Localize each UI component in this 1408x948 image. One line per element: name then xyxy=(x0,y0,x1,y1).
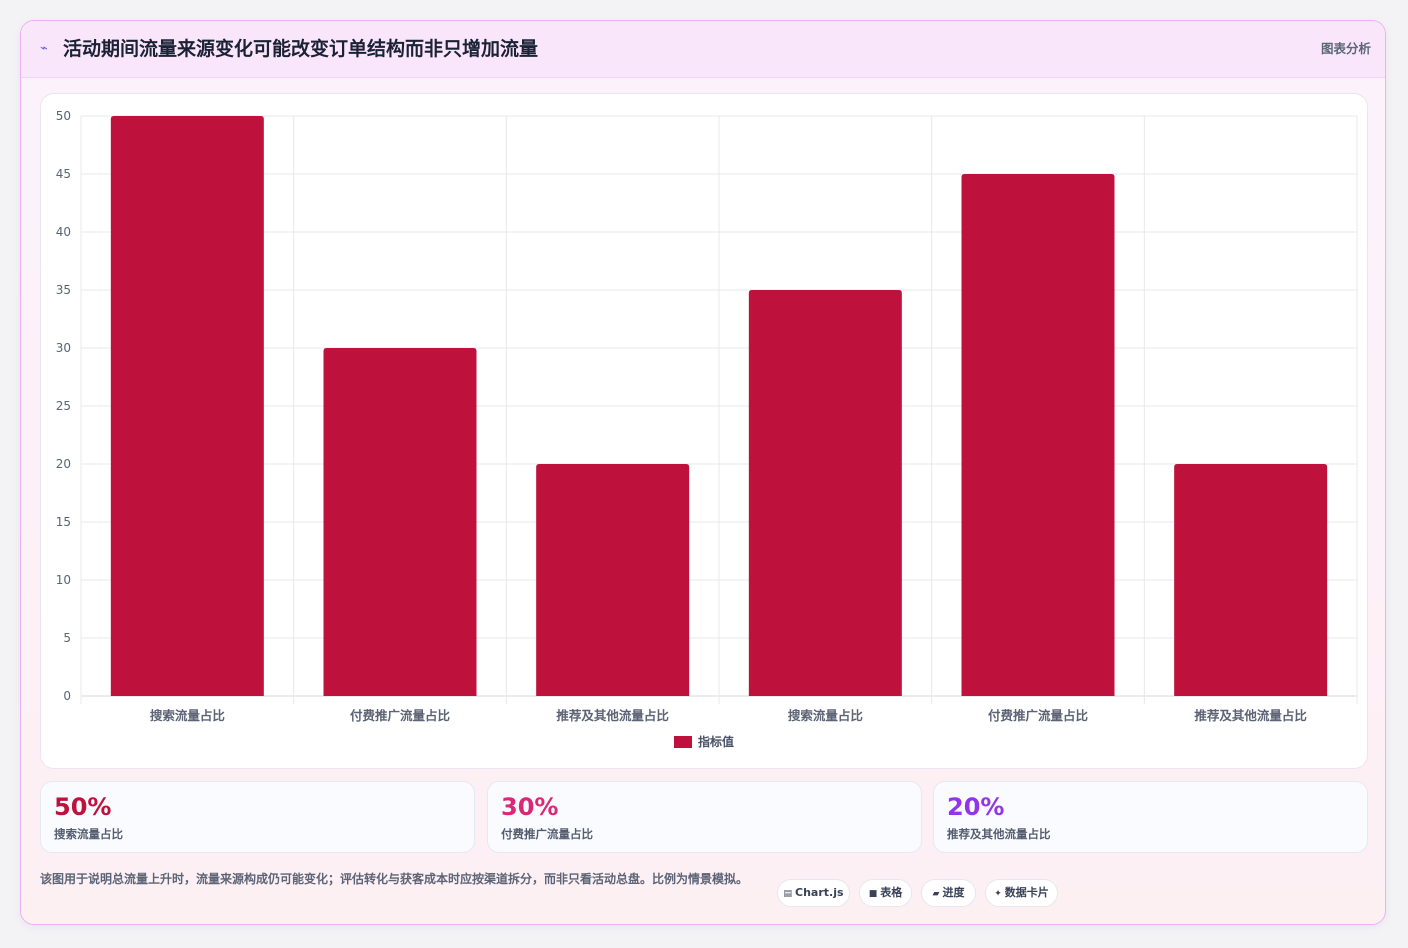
y-tick-label: 15 xyxy=(56,515,71,529)
y-tick-label: 30 xyxy=(56,341,71,355)
progress-icon: ▰ xyxy=(932,889,940,899)
y-tick-label: 35 xyxy=(56,283,71,297)
chart-panel: 0 5 10 15 20 25 30 35 40 45 50 搜索流量占比 付费推广流量占比 推荐及其他流… xyxy=(40,93,1368,769)
y-tick-label: 45 xyxy=(56,167,71,181)
y-tick-label: 50 xyxy=(56,109,71,123)
y-tick-label: 0 xyxy=(63,689,71,703)
stat-label: 付费推广流量占比 xyxy=(501,827,593,841)
bar xyxy=(536,464,690,696)
pill-table[interactable]: ■ 表格 xyxy=(859,879,912,907)
x-tick-label: 搜索流量占比 xyxy=(150,708,226,723)
pill-label: Chart.js xyxy=(795,886,844,899)
bar xyxy=(110,116,264,696)
x-tick-label: 付费推广流量占比 xyxy=(350,708,451,723)
stat-card-paid: 30% 付费推广流量占比 xyxy=(487,781,922,853)
y-tick-label: 5 xyxy=(63,631,71,645)
pill-progress[interactable]: ▰ 进度 xyxy=(921,879,976,907)
stat-value: 30% xyxy=(501,793,559,821)
pill-data-card[interactable]: ✦ 数据卡片 xyxy=(985,879,1058,907)
chart-note: 该图用于说明总流量上升时，流量来源构成仍可能变化；评估转化与获客成本时应按渠道拆… xyxy=(40,872,749,886)
x-tick-label: 付费推广流量占比 xyxy=(988,708,1089,723)
legend-label: 指标值 xyxy=(698,734,734,749)
y-tick-label: 10 xyxy=(56,573,71,587)
legend-swatch xyxy=(674,736,692,748)
x-tick-label: 推荐及其他流量占比 xyxy=(1194,708,1307,723)
stat-value: 50% xyxy=(54,793,112,821)
bar xyxy=(748,290,902,696)
stat-card-recommend: 20% 推荐及其他流量占比 xyxy=(933,781,1368,853)
bar xyxy=(1174,464,1328,696)
chart-card: ⌁ 活动期间流量来源变化可能改变订单结构而非只增加流量 图表分析 0 5 10 15 2… xyxy=(20,20,1386,925)
y-tick-label: 40 xyxy=(56,225,71,239)
y-tick-label: 25 xyxy=(56,399,71,413)
pill-chartjs[interactable]: ▤ Chart.js xyxy=(777,879,850,907)
trend-line-icon: ⌁ xyxy=(40,41,48,56)
stat-label: 推荐及其他流量占比 xyxy=(947,827,1051,841)
bar-chart: 0 5 10 15 20 25 30 35 40 45 50 搜索流量占比 付费推广流量占比 推荐及其他流… xyxy=(56,109,1358,749)
table-icon: ■ xyxy=(868,889,878,899)
pill-label: 进度 xyxy=(942,886,965,899)
pill-label: 数据卡片 xyxy=(1004,886,1049,899)
pill-label: 表格 xyxy=(880,886,903,899)
x-tick-label: 搜索流量占比 xyxy=(788,708,864,723)
card-title: 活动期间流量来源变化可能改变订单结构而非只增加流量 xyxy=(63,38,539,60)
card-header: ⌁ 活动期间流量来源变化可能改变订单结构而非只增加流量 图表分析 xyxy=(21,21,1385,78)
bar xyxy=(961,174,1115,696)
stat-card-search: 50% 搜索流量占比 xyxy=(40,781,475,853)
stat-value: 20% xyxy=(947,793,1005,821)
card-tag: 图表分析 xyxy=(1320,41,1371,56)
y-tick-label: 20 xyxy=(56,457,71,471)
x-tick-label: 推荐及其他流量占比 xyxy=(556,708,669,723)
sparkle-icon: ✦ xyxy=(994,889,1002,899)
stat-label: 搜索流量占比 xyxy=(54,827,123,841)
bar xyxy=(323,348,477,696)
chart-icon: ▤ xyxy=(783,889,792,899)
